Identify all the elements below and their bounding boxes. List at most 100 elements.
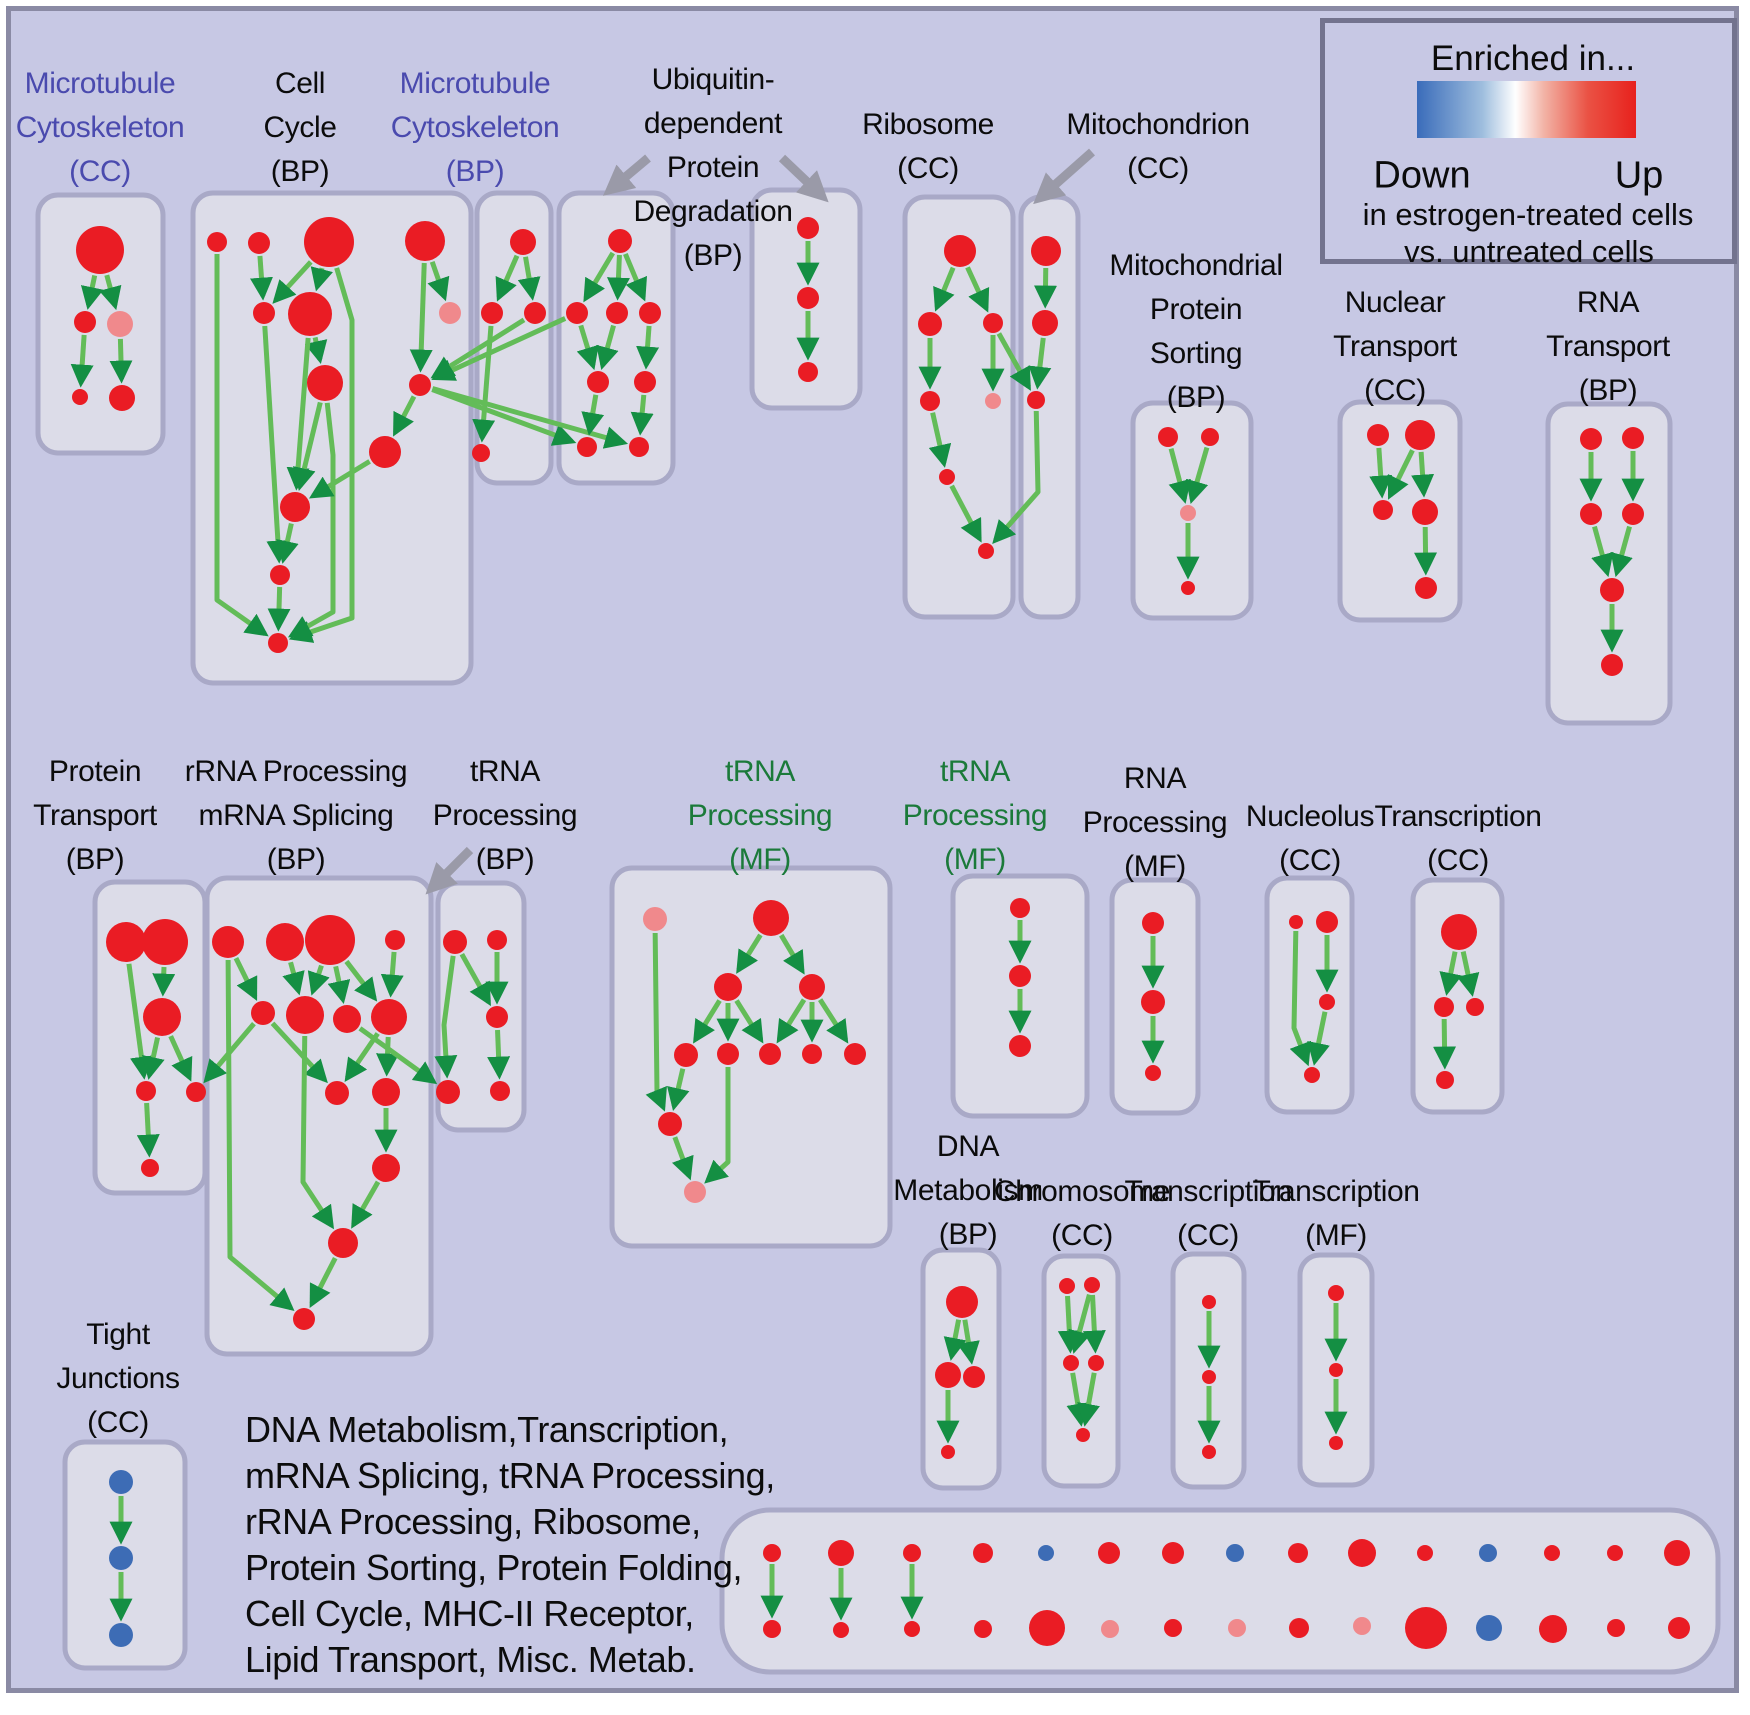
gene-node-rib5 (985, 393, 1001, 409)
legend-down-label: Down (1373, 154, 1471, 197)
edge-ub1t-ub1c (623, 252, 648, 302)
gene-node-st2b (833, 1622, 849, 1638)
edge-cc4-cc9 (409, 262, 433, 373)
edge-ub1a-ub1d (576, 324, 599, 371)
gene-node-pt5 (186, 1082, 206, 1102)
gene-node-ub2a (797, 217, 819, 239)
gene-node-rrM1 (251, 1001, 275, 1025)
gene-node-st12b (1476, 1615, 1502, 1641)
gene-node-tcc2 (1434, 997, 1454, 1017)
gene-node-st3t (903, 1544, 921, 1562)
cluster-box-nuclear-transport (1337, 399, 1463, 623)
gene-node-mtbp2 (481, 302, 503, 324)
gene-node-mito3 (1027, 391, 1045, 409)
cluster-label-nucleolus: Nucleolus (CC) (1245, 800, 1375, 877)
gene-node-mito2 (1032, 310, 1058, 336)
legend-title: Enriched in... (1430, 39, 1636, 78)
gene-node-tm2b (1009, 965, 1031, 987)
gene-node-rrS (372, 1154, 400, 1182)
edge-dm1-dm3 (957, 1319, 980, 1365)
gene-node-ub1a (566, 302, 588, 324)
gene-node-st1b (763, 1620, 781, 1638)
gene-node-nuct1 (1367, 424, 1389, 446)
edge-rnat3-rnat5 (1591, 525, 1614, 578)
edge-mtbp2-mtbp4 (472, 325, 496, 443)
gene-node-tj3 (109, 1623, 133, 1647)
edge-cc8-cc13 (287, 402, 336, 638)
label-pointer-arrow-4 (425, 846, 474, 895)
gene-node-mps3 (1180, 505, 1196, 521)
gene-node-ub1f (577, 437, 597, 457)
gene-node-rib4 (920, 391, 940, 411)
edge-ch1-ch3 (1057, 1295, 1081, 1354)
gene-node-rrT2 (266, 923, 304, 961)
gene-node-mtcc5 (109, 385, 135, 411)
edge-rrT1-rrM1 (233, 957, 258, 1001)
legend-box: Enriched in... Down Up in estrogen-treat… (1320, 18, 1737, 269)
edge-nuo1-nuo4 (1289, 930, 1312, 1067)
edge-rrM1-rrR1 (270, 1021, 328, 1084)
gene-node-cc8 (307, 365, 343, 401)
edge-cc6-cc11 (286, 337, 311, 491)
edge-mps1-mps3 (1168, 447, 1191, 504)
edge-tm1d-tm1i (817, 998, 849, 1044)
edge-mtcc1-mtcc3 (99, 274, 122, 311)
gene-node-tm1d (799, 974, 825, 1000)
cluster-label-rna-processing-mf: RNA Processing (MF) (1082, 762, 1228, 883)
edge-pt3-pt5 (168, 1035, 193, 1082)
gene-node-tj1 (109, 1470, 133, 1494)
edge-ub1e-ub1g (630, 394, 654, 436)
gene-node-ub1e (634, 371, 656, 393)
gene-node-cc11 (280, 492, 310, 522)
gene-node-tmf2 (1329, 1363, 1343, 1377)
gene-node-st12t (1479, 1544, 1497, 1562)
gene-node-cc12 (270, 565, 290, 585)
edge-rib4-rib6 (928, 412, 952, 468)
gene-node-nuo1 (1289, 915, 1303, 929)
gene-node-ch2 (1084, 1277, 1100, 1293)
gene-node-tm1b (753, 900, 789, 936)
cluster-box-summary-strip (719, 1507, 1721, 1675)
gene-node-tm1k (684, 1181, 706, 1203)
cluster-box-microtubule-cc (35, 192, 166, 456)
cluster-box-dna-metabolism (920, 1247, 1002, 1491)
edge-tcc2-tcc4 (1433, 1018, 1457, 1070)
gene-node-cc2 (248, 232, 270, 254)
gene-node-rib6 (939, 469, 955, 485)
edge-tm1b-tm1c (736, 933, 763, 974)
gene-node-mtbp1 (510, 229, 536, 255)
cluster-label-cell-cycle: Cell Cycle (BP) (263, 67, 337, 188)
gene-node-rnat3 (1580, 503, 1602, 525)
gene-node-pt6 (141, 1159, 159, 1177)
gene-node-st4t (973, 1543, 993, 1563)
edge-rib6-rib7 (949, 484, 982, 543)
gene-node-mtbp4 (472, 444, 490, 462)
gene-node-tcc1 (1441, 914, 1477, 950)
gene-node-tcc3 (1466, 998, 1484, 1016)
gene-node-tm1c (714, 973, 742, 1001)
gene-node-trq1 (443, 930, 467, 954)
gene-node-tcx3 (1202, 1445, 1216, 1459)
edge-cc11-cc12 (276, 523, 299, 564)
gene-node-mtbp3 (524, 302, 546, 324)
edge-pt3-pt4 (142, 1036, 165, 1080)
gene-node-dm3 (963, 1366, 985, 1388)
gene-node-st4b (974, 1620, 992, 1638)
gene-node-rrM3 (333, 1005, 361, 1033)
gene-node-rnat6 (1601, 654, 1623, 676)
gene-node-mps1 (1158, 427, 1178, 447)
edge-tm1d-tm1g (776, 998, 807, 1044)
gene-node-rib2 (918, 312, 942, 336)
edge-rrT4-rrM4 (380, 951, 404, 998)
edge-mps2-mps3 (1185, 446, 1210, 504)
gene-node-tm1h (802, 1044, 822, 1064)
gene-node-st8b (1228, 1619, 1246, 1637)
gene-node-tm1g (759, 1043, 781, 1065)
gene-node-st10b (1353, 1617, 1371, 1635)
gene-node-ub1t (608, 229, 632, 253)
edge-tm1c-tm1g (734, 999, 764, 1044)
label-pointer-arrow-3 (1033, 148, 1095, 205)
cluster-label-tight-junctions: Tight Junctions (CC) (56, 1318, 180, 1439)
gene-node-dm2 (935, 1362, 961, 1388)
edge-tm1c-tm1e (693, 999, 722, 1044)
